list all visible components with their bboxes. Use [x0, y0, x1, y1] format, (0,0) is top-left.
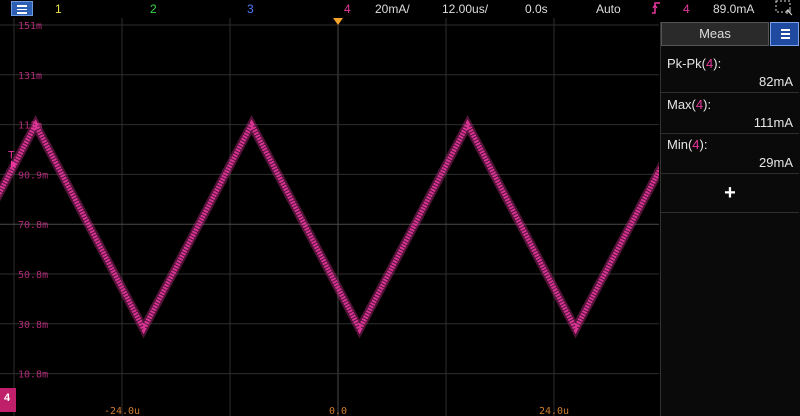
- meas-tab[interactable]: Meas: [661, 22, 769, 46]
- x-axis-label: 0.0: [329, 406, 347, 416]
- timebase[interactable]: 12.00us/: [442, 1, 488, 17]
- status-bar: 1 2 3 4 20mA/ 12.00us/ 0.0s Auto 4 89.0m…: [0, 0, 800, 18]
- y-axis-label: 30.8m: [18, 320, 48, 331]
- measurement-value: 82mA: [759, 74, 793, 89]
- measurement-value: 111mA: [754, 115, 793, 130]
- waveform-trace: [0, 125, 659, 329]
- x-axis-label: 24.0u: [539, 406, 569, 416]
- selection-box-icon[interactable]: [775, 0, 793, 16]
- y-axis-label: 10.8m: [18, 370, 48, 381]
- trigger-mode[interactable]: Auto: [596, 1, 621, 17]
- y-axis-label: 131m: [18, 71, 42, 82]
- measurement-label: Min(4):: [667, 137, 707, 152]
- meas-menu-icon[interactable]: [770, 22, 799, 46]
- trigger-edge-icon[interactable]: [651, 1, 661, 17]
- y-axis-label: 151m: [18, 21, 42, 32]
- measurement-value: 29mA: [759, 155, 793, 170]
- y-axis-label: 70.8m: [18, 220, 48, 231]
- trigger-position-marker[interactable]: [333, 18, 343, 25]
- trigger-channel[interactable]: 4: [683, 1, 690, 17]
- trigger-level[interactable]: 89.0mA: [713, 1, 754, 17]
- measurement-label: Pk-Pk(4):: [667, 56, 721, 71]
- measurement-label: Max(4):: [667, 97, 711, 112]
- channel-4-label[interactable]: 4: [344, 1, 351, 17]
- channel-4-ground-marker[interactable]: 4: [0, 388, 16, 412]
- measurements-panel: Meas Pk-Pk(4): 82mA Max(4): 111mA Min(4)…: [660, 22, 800, 416]
- channel-1-label[interactable]: 1: [55, 1, 62, 17]
- x-axis-label: -24.0u: [104, 406, 140, 416]
- waveform-grid: 151m131m111m90.9m70.8m50.8m30.8m10.8m-48…: [0, 18, 659, 416]
- ground-marker-label: 4: [4, 392, 10, 404]
- main-menu-button[interactable]: [11, 1, 33, 16]
- measurement-max[interactable]: Max(4): 111mA: [661, 93, 799, 134]
- measurement-min[interactable]: Min(4): 29mA: [661, 133, 799, 174]
- vertical-scale[interactable]: 20mA/: [375, 1, 410, 17]
- waveform-display[interactable]: 151m131m111m90.9m70.8m50.8m30.8m10.8m-48…: [0, 18, 659, 416]
- channel-2-label[interactable]: 2: [150, 1, 157, 17]
- y-axis-label: 50.8m: [18, 270, 48, 281]
- y-axis-label: 90.9m: [18, 170, 48, 181]
- channel-3-label[interactable]: 3: [247, 1, 254, 17]
- add-measurement-button[interactable]: +: [661, 174, 799, 213]
- time-delay[interactable]: 0.0s: [525, 1, 548, 17]
- measurement-pkpk[interactable]: Pk-Pk(4): 82mA: [661, 52, 799, 93]
